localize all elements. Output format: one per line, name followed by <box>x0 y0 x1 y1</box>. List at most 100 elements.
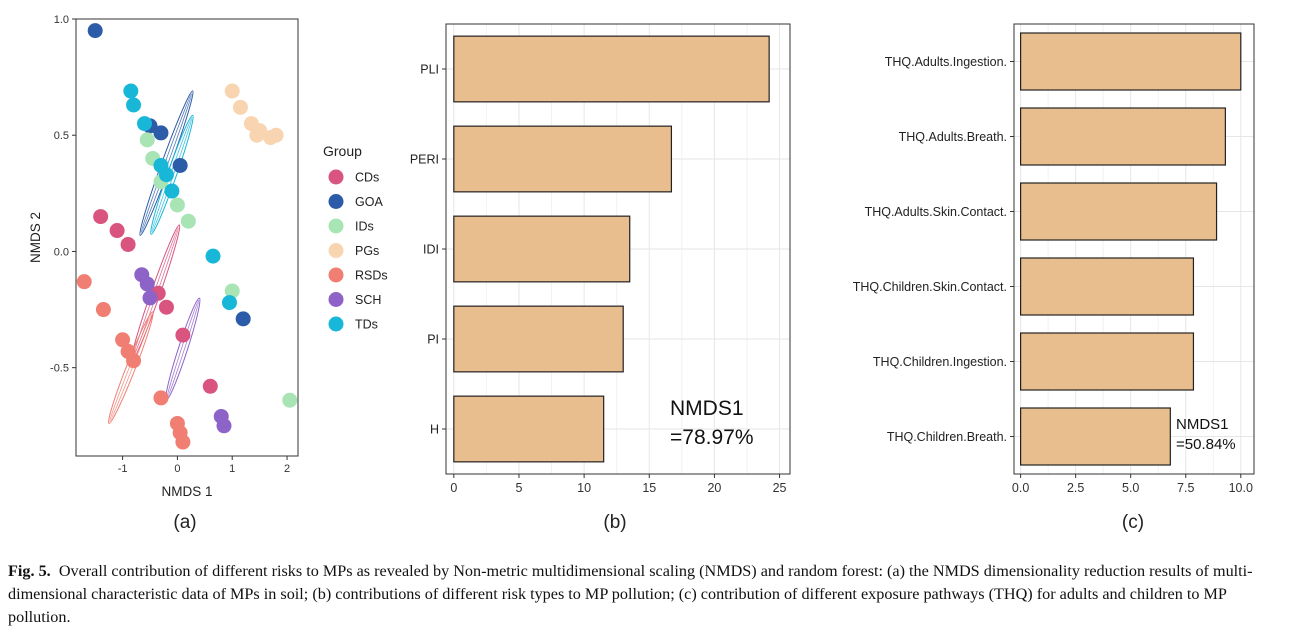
point-rsds <box>95 302 111 318</box>
ellipse-inner-rsds <box>109 313 153 422</box>
legend-label-cds: CDs <box>355 171 379 185</box>
x-tick-label: 25 <box>773 481 787 495</box>
point-tds <box>158 167 174 183</box>
bar <box>1020 332 1195 391</box>
bar <box>1020 32 1242 91</box>
point-tds <box>137 116 153 132</box>
point-cds <box>158 299 174 315</box>
point-rsds <box>126 353 142 369</box>
panel-b-risk-bar-chart: PLI PERI IDI PI H 0 5 10 15 20 25 NMDS1 =78.97% (b) <box>410 23 791 533</box>
panel-a-label: (a) <box>173 512 196 533</box>
legend-swatch-rsds <box>328 267 344 283</box>
x-tick-label: 0 <box>450 481 457 495</box>
point-ids <box>139 132 155 148</box>
legend-label-tds: TDs <box>355 318 378 332</box>
panel-b-label: (b) <box>603 512 626 533</box>
category-label: THQ.Adults.Skin.Contact. <box>865 205 1007 219</box>
point-sch <box>142 290 158 306</box>
bar <box>453 215 631 283</box>
category-label: THQ.Adults.Ingestion. <box>885 55 1007 69</box>
point-sch <box>139 276 155 292</box>
legend-label-pgs: PGs <box>355 244 379 258</box>
point-pgs <box>224 83 240 99</box>
x-tick-label: 0 <box>174 463 180 475</box>
x-tick-label: 1 <box>229 463 235 475</box>
y-tick-label: 1.0 <box>54 14 69 26</box>
point-cds <box>120 236 136 252</box>
annotation-text: =50.84% <box>1176 436 1236 453</box>
panel-a-plot-area <box>75 18 299 457</box>
y-tick-label: 0.5 <box>54 130 69 142</box>
point-tds <box>205 248 221 264</box>
annotation-text: =78.97% <box>670 426 754 449</box>
x-tick-label: 5.0 <box>1122 481 1139 495</box>
ellipse-rsds <box>108 311 154 424</box>
point-pgs <box>232 99 248 115</box>
panel-c-frame <box>1013 23 1255 475</box>
legend-swatch-pgs <box>328 243 344 258</box>
x-tick-label: 10.0 <box>1229 481 1253 495</box>
bar <box>1020 182 1218 241</box>
legend-label-rsds: RSDs <box>355 269 388 283</box>
point-goa <box>172 157 188 173</box>
category-label: PERI <box>410 153 439 167</box>
point-ids <box>282 392 298 408</box>
point-pgs <box>249 127 265 143</box>
x-tick-label: 15 <box>642 481 656 495</box>
x-tick-label: -1 <box>118 463 128 475</box>
legend-label-goa: GOA <box>355 195 383 209</box>
point-cds <box>109 223 125 239</box>
bar <box>1020 107 1226 166</box>
figure: -1 0 1 2 1.0 0.5 0.0 -0.5 NMDS 1 NMDS 2 (a) Group CD… <box>28 14 1255 533</box>
point-ids <box>224 283 240 299</box>
category-label: PLI <box>420 63 439 77</box>
legend-swatch-ids <box>328 218 344 234</box>
point-tds <box>126 97 142 113</box>
x-tick-label: 0.0 <box>1012 481 1029 495</box>
category-label: IDI <box>423 243 439 257</box>
point-tds <box>123 83 139 99</box>
x-tick-label: 5 <box>515 481 522 495</box>
x-tick-label: 2.5 <box>1067 481 1084 495</box>
legend-swatch-sch <box>328 292 344 307</box>
category-label: PI <box>427 333 439 347</box>
category-label: H <box>430 423 439 437</box>
point-tds <box>164 183 180 199</box>
legend-swatch-tds <box>328 316 344 332</box>
y-axis-title: NMDS 2 <box>28 212 43 263</box>
point-rsds <box>175 434 191 450</box>
legend-swatch-goa <box>328 194 344 209</box>
category-label: THQ.Adults.Breath. <box>899 130 1007 144</box>
panel-c-label: (c) <box>1122 512 1144 533</box>
bar <box>1020 407 1171 466</box>
category-label: THQ.Children.Ingestion. <box>873 355 1007 369</box>
legend-swatch-cds <box>328 169 344 185</box>
x-tick-label: 7.5 <box>1177 481 1194 495</box>
point-pgs <box>268 127 284 143</box>
point-goa <box>235 311 251 327</box>
x-tick-label: 20 <box>707 481 721 495</box>
category-label: THQ.Children.Skin.Contact. <box>853 280 1007 294</box>
caption-label: Fig. 5. <box>8 562 51 580</box>
point-ids <box>180 213 196 229</box>
x-axis-title: NMDS 1 <box>161 484 212 499</box>
point-cds <box>175 327 191 343</box>
point-rsds <box>153 390 169 406</box>
y-tick-label: 0.0 <box>54 246 69 258</box>
legend-label-ids: IDs <box>355 220 374 234</box>
point-goa <box>87 23 103 39</box>
point-sch <box>216 418 232 434</box>
x-tick-label: 10 <box>577 481 591 495</box>
legend-title: Group <box>323 143 362 159</box>
legend-label-sch: SCH <box>355 293 381 307</box>
bar <box>1020 257 1195 316</box>
caption-text: Overall contribution of different risks … <box>8 562 1253 626</box>
point-rsds <box>115 332 131 348</box>
bar <box>453 125 673 193</box>
point-cds <box>93 209 109 225</box>
point-ids <box>169 197 185 213</box>
annotation-text: NMDS1 <box>1176 416 1229 433</box>
point-tds <box>221 295 237 311</box>
y-tick-label: -0.5 <box>50 363 69 375</box>
annotation-text: NMDS1 <box>670 397 744 420</box>
